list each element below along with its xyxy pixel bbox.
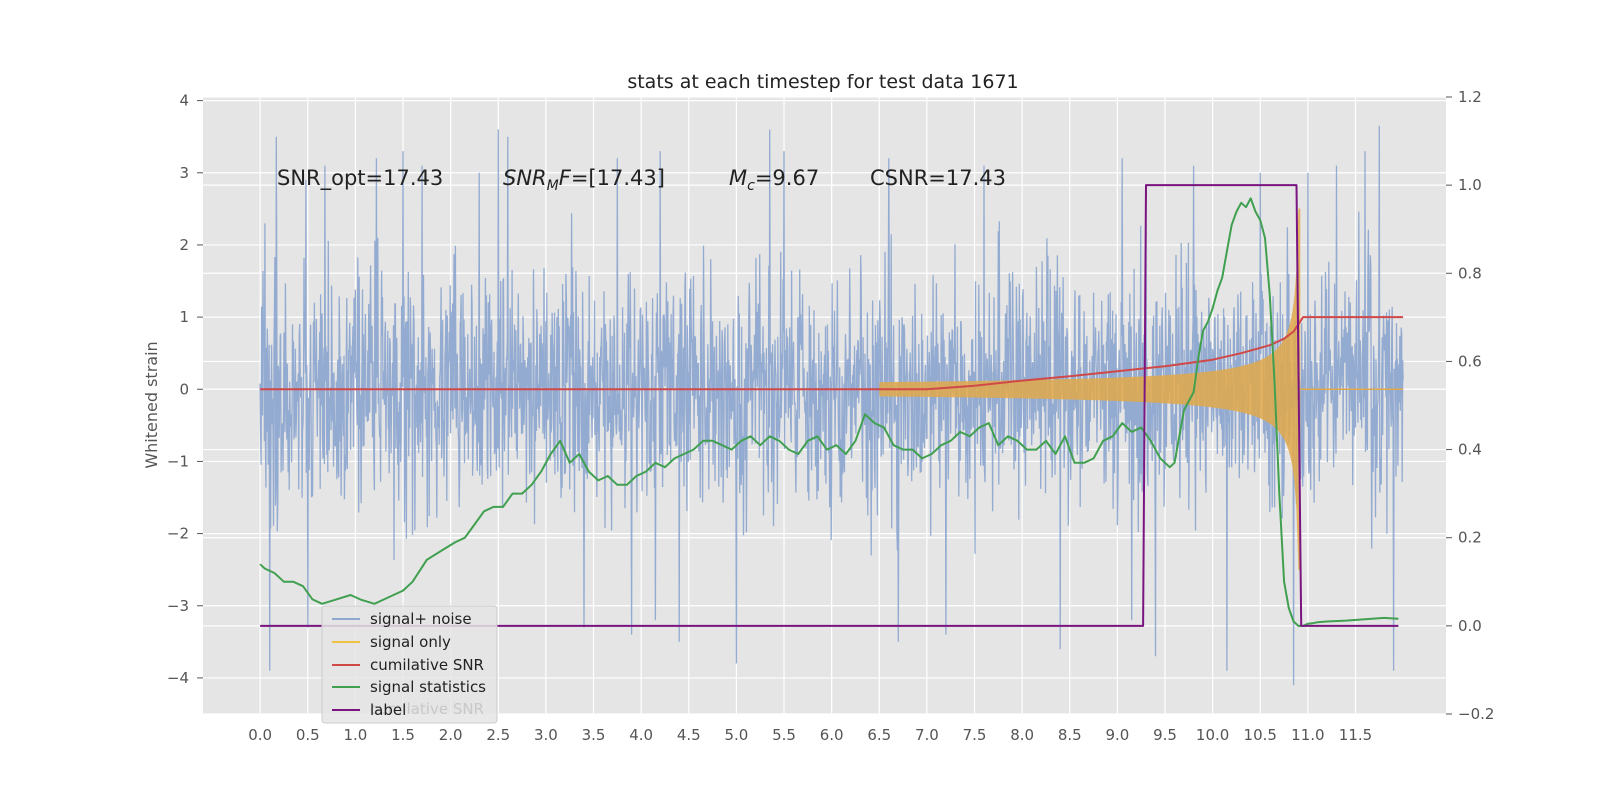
line-cumilative-snr <box>260 316 1404 391</box>
signal-envelope <box>879 208 1301 571</box>
x-tick-14: 7.0 <box>915 726 939 744</box>
legend-ghost-text: cumilative SNR <box>370 700 484 718</box>
x-tick-18: 9.0 <box>1105 726 1129 744</box>
legend-label-label: label <box>370 701 406 719</box>
x-tick-20: 10.0 <box>1196 726 1229 744</box>
y-tick-0: 4 <box>179 92 189 110</box>
x-tick-17: 8.5 <box>1058 726 1082 744</box>
series-lines <box>259 184 1404 627</box>
x-tick-8: 4.0 <box>629 726 653 744</box>
x-tick-9: 4.5 <box>677 726 701 744</box>
x-tick-19: 9.5 <box>1153 726 1177 744</box>
y2-tick-0: 1.2 <box>1458 88 1482 106</box>
y2-tick-7: −0.2 <box>1458 705 1494 723</box>
legend-box <box>321 605 498 724</box>
x-tick-23: 11.5 <box>1339 726 1372 744</box>
y-tick-1: 3 <box>179 164 189 182</box>
x-tick-15: 7.5 <box>963 726 987 744</box>
y-tick-8: −4 <box>167 669 189 687</box>
annotation-mc: Mc=9.67 <box>729 166 819 194</box>
x-tick-6: 3.0 <box>534 726 558 744</box>
legend: cumilative SNR signal+ noise signal only… <box>321 605 498 724</box>
y-tick-5: −1 <box>167 452 189 470</box>
legend-label-cumulative-snr: cumilative SNR <box>370 656 484 674</box>
legend-label-signal-only: signal only <box>370 633 451 651</box>
line-signal-statistics <box>259 197 1399 627</box>
y2-tick-1: 1.0 <box>1458 176 1482 194</box>
annotation-csnr: CSNR=17.43 <box>870 166 1006 190</box>
series-signal-plus-noise <box>259 125 1404 686</box>
y-tick-4: 0 <box>179 380 189 398</box>
y-axis-label: Whitened strain <box>142 341 161 468</box>
y2-tick-5: 0.2 <box>1458 529 1482 547</box>
x-tick-3: 1.5 <box>391 726 415 744</box>
x-tick-16: 8.0 <box>1010 726 1034 744</box>
annotations: SNR_opt=17.43 SNRMF=[17.43] Mc=9.67 CSNR… <box>277 166 1006 194</box>
series-signal-only <box>879 208 1404 571</box>
y-tick-6: −2 <box>167 525 189 543</box>
x-tick-2: 1.0 <box>343 726 367 744</box>
y-tick-7: −3 <box>167 597 189 615</box>
noise-trace <box>259 125 1404 686</box>
legend-label-signal-statistics: signal statistics <box>370 678 486 696</box>
x-tick-21: 10.5 <box>1244 726 1277 744</box>
x-tick-1: 0.5 <box>296 726 320 744</box>
y2-tick-6: 0.0 <box>1458 617 1482 635</box>
x-tick-13: 6.5 <box>867 726 891 744</box>
x-axis-ticks: 0.0 0.5 1.0 1.5 2.0 2.5 3.0 3.5 4.0 4.5 5.0 5.5 6.0 6… <box>248 726 1372 744</box>
x-tick-4: 2.0 <box>439 726 463 744</box>
annotation-snr-opt: SNR_opt=17.43 <box>277 166 443 191</box>
x-tick-12: 6.0 <box>820 726 844 744</box>
x-tick-11: 5.5 <box>772 726 796 744</box>
y2-axis-ticks: 1.2 1.0 0.8 0.6 0.4 0.2 0.0 −0.2 <box>1446 88 1494 723</box>
x-tick-22: 11.0 <box>1291 726 1324 744</box>
chart-title: stats at each timestep for test data 167… <box>627 71 1018 93</box>
annotation-snr-mf: SNRMF=[17.43] <box>503 166 665 194</box>
x-tick-10: 5.0 <box>724 726 748 744</box>
x-tick-0: 0.0 <box>248 726 272 744</box>
y2-tick-3: 0.6 <box>1458 352 1482 370</box>
y-axis-ticks: 4 3 2 1 0 −1 −2 −3 −4 <box>167 92 203 687</box>
y-tick-2: 2 <box>179 236 189 254</box>
y2-tick-2: 0.8 <box>1458 264 1482 282</box>
legend-label-signal-plus-noise: signal+ noise <box>370 610 472 628</box>
y2-tick-4: 0.4 <box>1458 441 1482 459</box>
line-label <box>260 184 1399 627</box>
y-tick-3: 1 <box>179 308 189 326</box>
x-tick-7: 3.5 <box>582 726 606 744</box>
x-tick-5: 2.5 <box>486 726 510 744</box>
